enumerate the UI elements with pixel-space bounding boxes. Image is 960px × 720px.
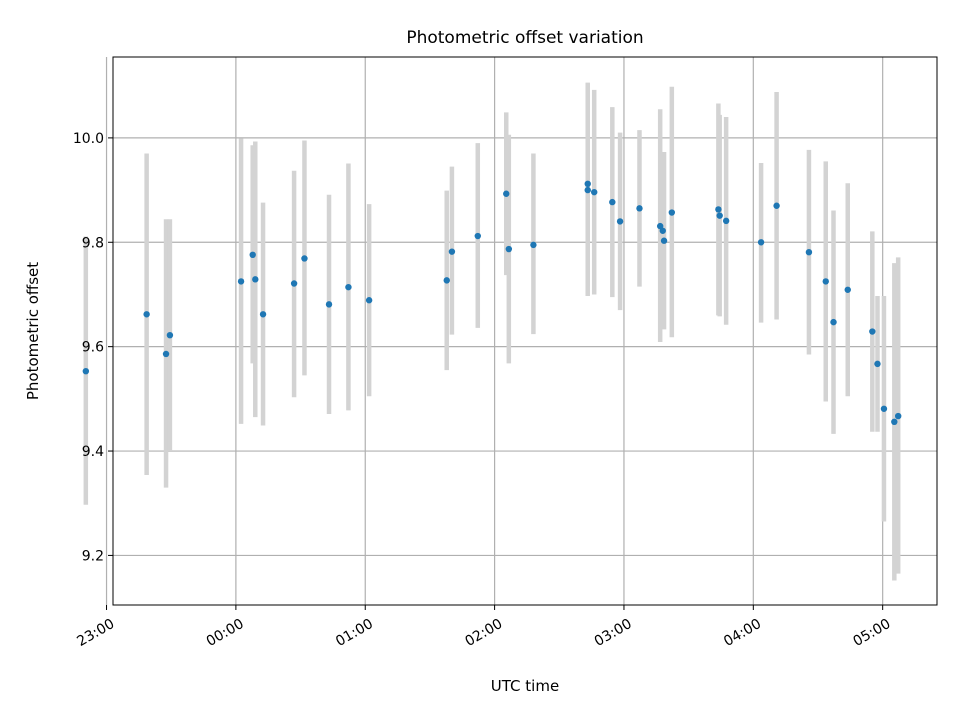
data-point	[715, 206, 722, 213]
data-point	[609, 198, 616, 206]
data-point	[880, 405, 888, 412]
y-tick-label: 9.4	[82, 444, 104, 460]
data-point	[345, 283, 352, 291]
data-point	[503, 190, 510, 197]
data-point	[474, 232, 481, 240]
chart-title: Photometric offset variation	[406, 28, 643, 48]
data-point	[259, 311, 267, 318]
data-point	[805, 248, 813, 256]
data-point	[591, 188, 598, 196]
data-point	[894, 412, 902, 420]
data-points	[82, 180, 902, 426]
x-axis-label: UTC time	[491, 677, 559, 695]
data-point	[249, 251, 256, 259]
data-point	[757, 239, 765, 246]
data-point	[656, 222, 664, 230]
data-point	[773, 202, 780, 209]
data-point	[668, 209, 676, 216]
data-point	[660, 237, 668, 244]
data-point	[290, 280, 298, 287]
y-tick-label: 9.6	[82, 340, 104, 356]
data-point	[443, 277, 450, 284]
data-point	[365, 297, 373, 304]
grid-lines	[105, 57, 937, 605]
y-tick-label: 10.0	[73, 131, 104, 147]
data-point	[505, 245, 513, 253]
y-tick-label: 9.2	[82, 548, 104, 564]
data-point	[830, 318, 837, 326]
data-point	[874, 360, 881, 368]
plot-frame	[112, 56, 938, 606]
data-point	[584, 180, 591, 188]
data-point	[237, 278, 245, 285]
data-point	[822, 278, 829, 285]
data-point	[636, 205, 643, 212]
data-point	[325, 301, 333, 308]
data-point	[844, 286, 851, 293]
data-point	[162, 350, 170, 358]
data-point	[530, 241, 537, 249]
data-point	[869, 328, 876, 335]
y-axis-label: Photometric offset	[24, 262, 42, 400]
data-point	[166, 331, 174, 339]
data-point	[722, 217, 730, 225]
data-point	[82, 367, 90, 375]
data-point	[616, 218, 624, 225]
y-tick-label: 9.8	[82, 235, 104, 251]
data-point	[659, 227, 666, 234]
data-point	[252, 276, 259, 283]
data-point	[143, 311, 150, 318]
data-point	[716, 212, 723, 219]
data-point	[448, 248, 456, 255]
data-point	[301, 255, 308, 262]
data-point	[891, 418, 898, 426]
data-point	[584, 186, 591, 194]
